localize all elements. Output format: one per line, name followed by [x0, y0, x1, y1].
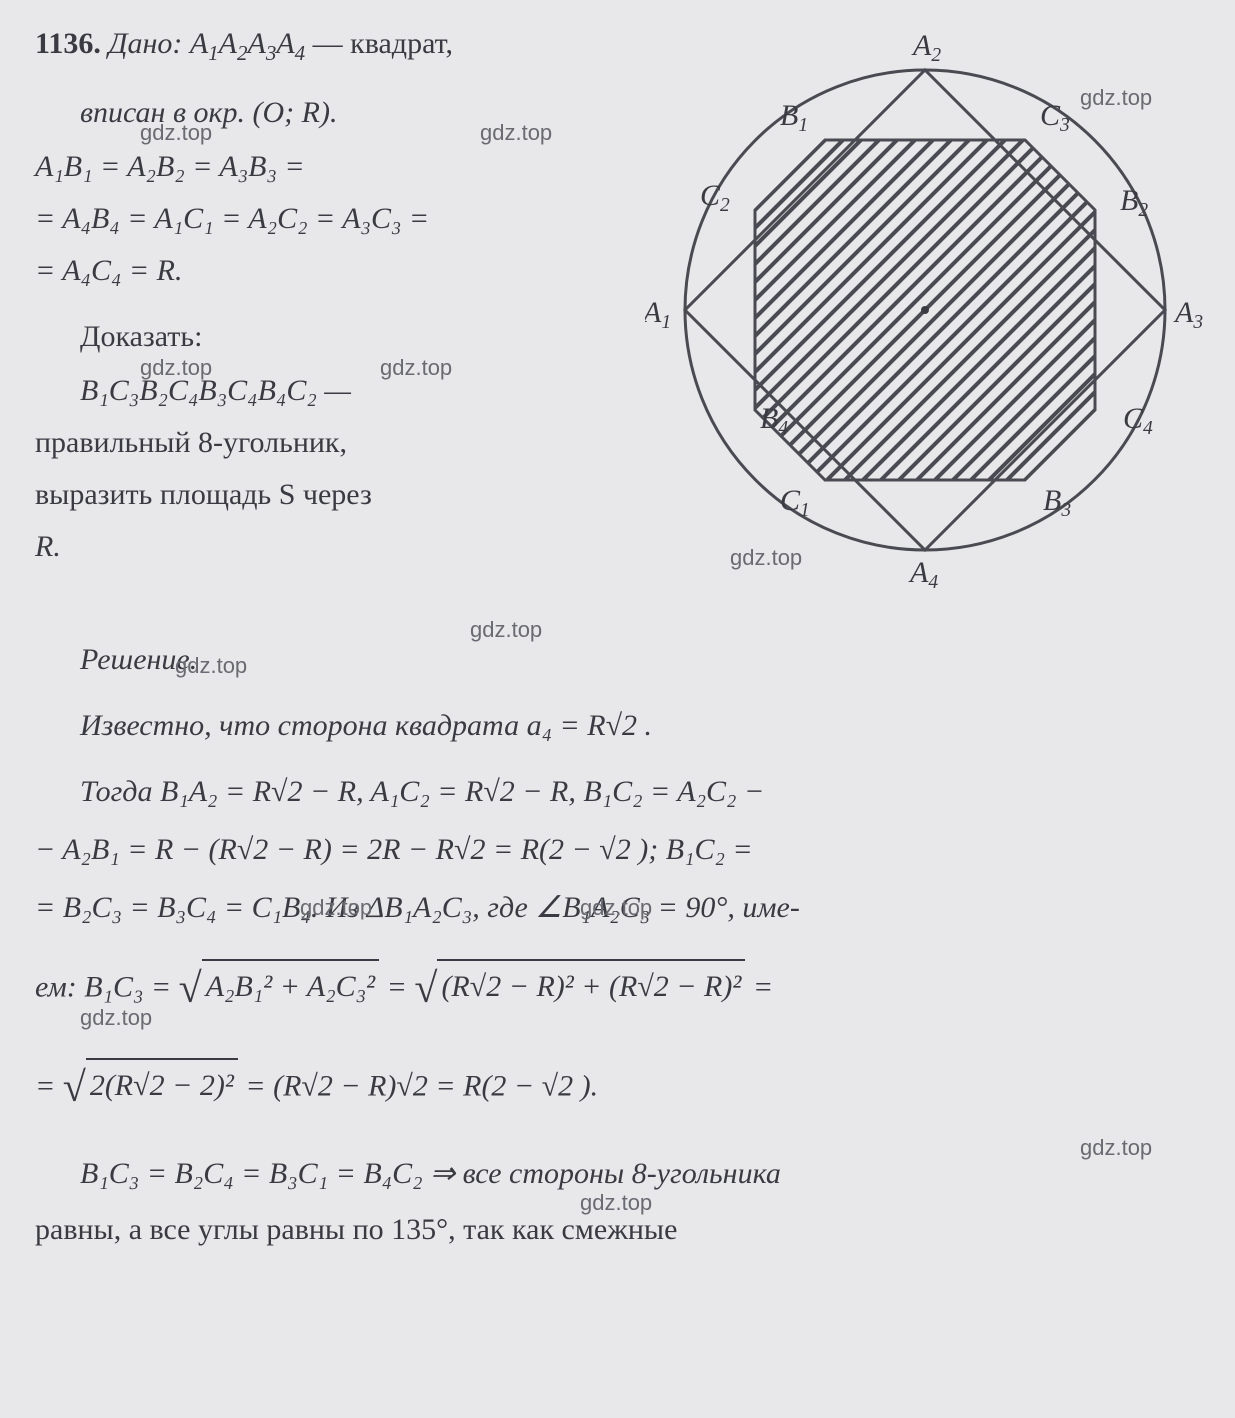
watermark: gdz.top [730, 540, 802, 575]
svg-text:B2: B2 [1120, 184, 1148, 221]
svg-text:C4: C4 [1123, 402, 1153, 439]
problem-header: 1136. Дано: A1A2A3A4 — квадрат, [35, 20, 645, 71]
watermark: gdz.top [380, 350, 452, 385]
watermark: gdz.top [1080, 1130, 1152, 1165]
line6: B₁C₃B₂C₄B₃C₄B₄C₂ — [35, 367, 645, 415]
watermark: gdz.top [580, 890, 652, 925]
line3: A₁B₁ = A₂B₂ = A₃B₃ = [35, 143, 645, 191]
line8: выразить площадь S через [35, 471, 645, 519]
svg-text:A2: A2 [911, 29, 941, 66]
watermark: gdz.top [1080, 80, 1152, 115]
svg-text:C3: C3 [1040, 99, 1070, 136]
svg-text:A4: A4 [908, 556, 938, 593]
watermark: gdz.top [175, 648, 247, 683]
hatching [645, 90, 1205, 540]
svg-text:B3: B3 [1043, 484, 1071, 521]
line4: = A₄B₄ = A₁C₁ = A₂C₂ = A₃C₃ = [35, 195, 645, 243]
svg-text:A1: A1 [645, 296, 671, 333]
given-label: Дано: [108, 27, 182, 60]
line7: правильный 8-угольник, [35, 419, 645, 467]
problem-number: 1136. [35, 27, 101, 60]
watermark: gdz.top [470, 612, 542, 647]
svg-text:C1: C1 [780, 484, 810, 521]
sol-line6: = √2(R√2 − 2)² = (R√2 − R)√2 = R(2 − √2 … [35, 1055, 1200, 1122]
watermark: gdz.top [80, 1000, 152, 1035]
watermark: gdz.top [580, 1185, 652, 1220]
sol-line5: ем: B₁C₃ = √A₂B₁² + A₂C₃² = √(R√2 − R)² … [35, 956, 1200, 1023]
watermark: gdz.top [140, 350, 212, 385]
sol-line2: Тогда B₁A₂ = R√2 − R, A₁C₂ = R√2 − R, B₁… [35, 768, 1200, 816]
sol-line3: − A₂B₁ = R − (R√2 − R) = 2R − R√2 = R(2 … [35, 826, 1200, 874]
watermark: gdz.top [140, 115, 212, 150]
given-expr: A1A2A3A4 [190, 27, 305, 60]
sol-line1: Известно, что сторона квадрата a₄ = R√2 … [35, 702, 1200, 750]
line9: R. [35, 523, 645, 571]
line2: вписан в окр. (O; R). [35, 89, 645, 137]
svg-text:A3: A3 [1173, 296, 1203, 333]
watermark: gdz.top [480, 115, 552, 150]
line5: = A₄C₄ = R. [35, 247, 645, 295]
svg-text:C2: C2 [700, 179, 730, 216]
center-dot [921, 306, 929, 314]
prove-label: Доказать: [35, 313, 645, 361]
watermark: gdz.top [300, 890, 372, 925]
given-suffix: — квадрат, [313, 27, 453, 60]
